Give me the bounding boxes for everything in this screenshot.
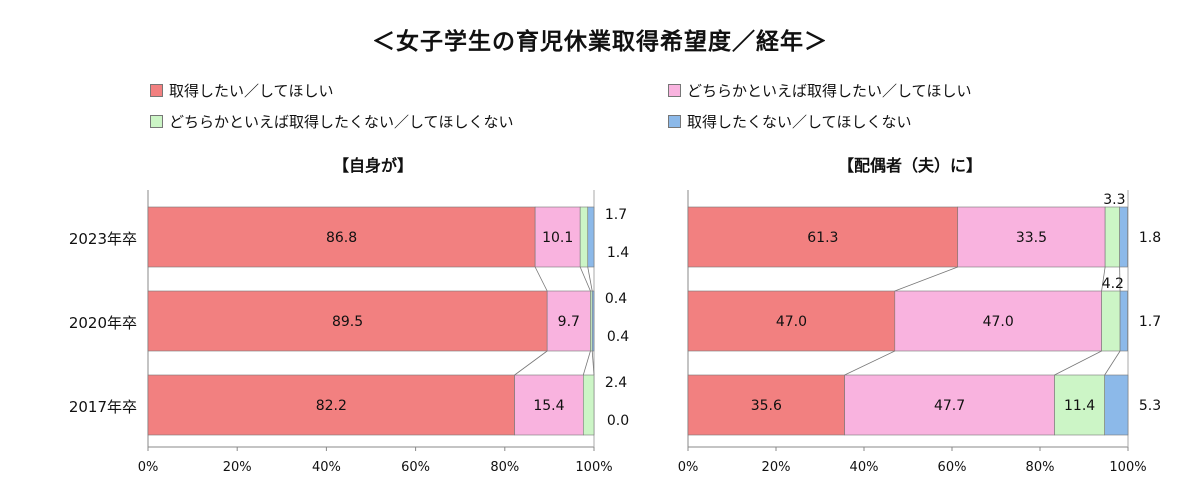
legend-item-somewhat-want: どちらかといえば取得したい／してほしい — [668, 80, 972, 101]
bar-segment-0-1-0 — [147, 290, 548, 352]
data-label-1-2-1: 47.7 — [934, 398, 965, 414]
x-tick-label: 60% — [938, 460, 967, 475]
data-label-0-1-3: 0.4 — [607, 329, 629, 345]
panel-title-spouse: 【配偶者（夫）に】 — [837, 156, 982, 175]
data-label-0-2-2: 2.4 — [605, 375, 627, 391]
category-label-2023: 2023年卒 — [68, 230, 137, 248]
x-tick-label: 20% — [762, 460, 791, 475]
bar-segment-0-2-2 — [582, 374, 595, 436]
legend-label-not-want: 取得したくない／してほしくない — [687, 113, 912, 131]
data-label-1-0-1: 33.5 — [1016, 230, 1047, 246]
connector-line — [894, 266, 958, 292]
data-label-0-0-0: 86.8 — [326, 230, 357, 246]
data-label-1-2-3: 5.3 — [1139, 398, 1161, 414]
legend-swatch-somewhat-want — [668, 84, 681, 97]
data-label-0-2-3: 0.0 — [607, 413, 629, 429]
category-label-2017: 2017年卒 — [68, 398, 137, 416]
bar-segment-1-2-2 — [1054, 374, 1105, 436]
x-tick-label: 0% — [138, 460, 159, 475]
bar-segment-0-2-1 — [514, 374, 584, 436]
chart-self-stacked-bars: 0% 20% 40% 60% 80% 100% 86.8 10.1 1.7 1.4 89.5 9.7 0… — [138, 190, 629, 475]
bar-segment-0-0-2 — [579, 206, 589, 268]
x-tick-label: 40% — [312, 460, 341, 475]
legend-label-want: 取得したい／してほしい — [169, 82, 334, 100]
legend-swatch-somewhat-not-want — [150, 115, 163, 128]
legend-item-want: 取得したい／してほしい — [150, 80, 334, 101]
connector-line — [514, 350, 548, 376]
x-tick-label: 60% — [401, 460, 430, 475]
bar-segment-0-1-3 — [591, 290, 595, 352]
bar-segment-0-2-0 — [147, 374, 515, 436]
data-label-1-0-0: 61.3 — [807, 230, 838, 246]
x-tick-label: 0% — [678, 460, 699, 475]
x-tick-label: 100% — [575, 460, 612, 475]
legend-label-somewhat-want: どちらかといえば取得したい／してほしい — [687, 82, 972, 100]
connector-line — [1104, 350, 1121, 376]
connector-line — [579, 266, 591, 292]
panel-title-self: 【自身が】 — [332, 156, 413, 175]
data-label-1-1-0: 47.0 — [776, 314, 807, 330]
bar-segment-1-0-1 — [957, 206, 1106, 268]
bar-segment-1-1-3 — [1119, 290, 1128, 352]
data-label-0-0-1: 10.1 — [542, 230, 573, 246]
chart-title: ＜女子学生の育児休業取得希望度／経年＞ — [372, 29, 828, 55]
data-label-1-2-0: 35.6 — [751, 398, 782, 414]
connector-line — [1054, 350, 1102, 376]
data-label-0-0-2: 1.7 — [605, 207, 627, 223]
chart-spouse-stacked-bars: 0% 20% 40% 60% 80% 100% 61.3 33.5 3.3 1.8 47.0 47.0… — [678, 190, 1161, 475]
connector-line — [1101, 266, 1106, 292]
x-tick-label: 40% — [850, 460, 879, 475]
data-label-0-1-2: 0.4 — [605, 291, 627, 307]
legend-label-somewhat-not-want: どちらかといえば取得したくない／してほしくない — [169, 113, 514, 131]
data-label-0-1-0: 89.5 — [332, 314, 363, 330]
data-label-1-2-2: 11.4 — [1064, 398, 1095, 414]
data-label-0-1-1: 9.7 — [558, 314, 580, 330]
x-tick-label: 100% — [1109, 460, 1146, 475]
data-label-0-2-0: 82.2 — [316, 398, 347, 414]
x-tick-label: 80% — [1026, 460, 1055, 475]
data-label-0-2-1: 15.4 — [533, 398, 564, 414]
connector-line — [582, 350, 591, 376]
bar-segment-0-1-1 — [546, 290, 591, 352]
bar-segment-1-2-1 — [844, 374, 1055, 436]
connector-line — [534, 266, 548, 292]
bar-segment-1-0-0 — [687, 206, 959, 268]
category-label-2020: 2020年卒 — [68, 314, 137, 332]
bar-segment-1-1-1 — [894, 290, 1102, 352]
data-label-1-1-2: 4.2 — [1102, 276, 1124, 292]
bar-segment-1-1-0 — [687, 290, 896, 352]
data-label-1-1-1: 47.0 — [983, 314, 1014, 330]
bar-segment-1-0-2 — [1104, 206, 1120, 268]
data-label-1-1-3: 1.7 — [1139, 314, 1161, 330]
legend-swatch-want — [150, 84, 163, 97]
x-tick-label: 20% — [223, 460, 252, 475]
bar-segment-1-0-3 — [1119, 206, 1128, 268]
connector-line — [844, 350, 895, 376]
legend-item-somewhat-not-want: どちらかといえば取得したくない／してほしくない — [150, 111, 514, 132]
bar-segment-1-2-0 — [687, 374, 845, 436]
bar-segment-1-1-2 — [1101, 290, 1121, 352]
bar-segment-0-0-3 — [587, 206, 595, 268]
legend-swatch-not-want — [668, 115, 681, 128]
connector-line — [591, 350, 595, 376]
data-label-1-0-2: 3.3 — [1103, 192, 1125, 208]
data-label-0-0-3: 1.4 — [607, 245, 629, 261]
bar-segment-1-2-3 — [1104, 374, 1129, 436]
x-tick-label: 80% — [490, 460, 519, 475]
data-label-1-0-3: 1.8 — [1139, 230, 1161, 246]
legend-item-not-want: 取得したくない／してほしくない — [668, 111, 912, 132]
bar-segment-0-0-1 — [534, 206, 581, 268]
connector-line — [587, 266, 593, 292]
